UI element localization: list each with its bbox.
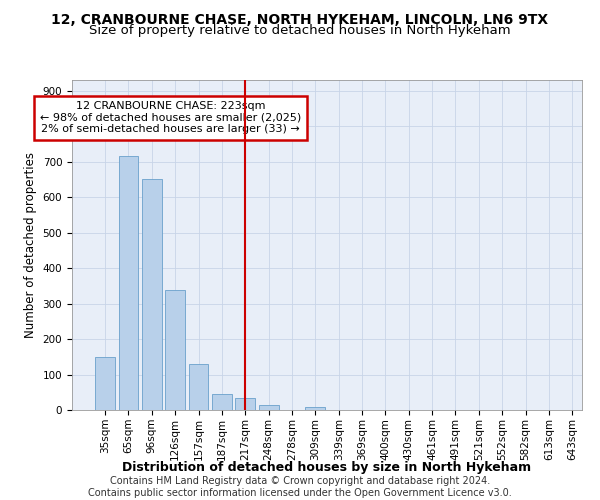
Bar	[142, 180, 162, 410]
Bar	[235, 398, 255, 410]
Bar	[119, 156, 139, 410]
Text: 12 CRANBOURNE CHASE: 223sqm
← 98% of detached houses are smaller (2,025)
2% of s: 12 CRANBOURNE CHASE: 223sqm ← 98% of det…	[40, 102, 301, 134]
Bar	[259, 404, 278, 410]
Bar	[165, 290, 185, 410]
Text: 12, CRANBOURNE CHASE, NORTH HYKEHAM, LINCOLN, LN6 9TX: 12, CRANBOURNE CHASE, NORTH HYKEHAM, LIN…	[52, 12, 548, 26]
Text: Distribution of detached houses by size in North Hykeham: Distribution of detached houses by size …	[122, 461, 532, 474]
Y-axis label: Number of detached properties: Number of detached properties	[24, 152, 37, 338]
Text: Contains HM Land Registry data © Crown copyright and database right 2024.
Contai: Contains HM Land Registry data © Crown c…	[88, 476, 512, 498]
Bar	[95, 357, 115, 410]
Bar	[305, 407, 325, 410]
Bar	[188, 364, 208, 410]
Text: Size of property relative to detached houses in North Hykeham: Size of property relative to detached ho…	[89, 24, 511, 37]
Bar	[212, 394, 232, 410]
